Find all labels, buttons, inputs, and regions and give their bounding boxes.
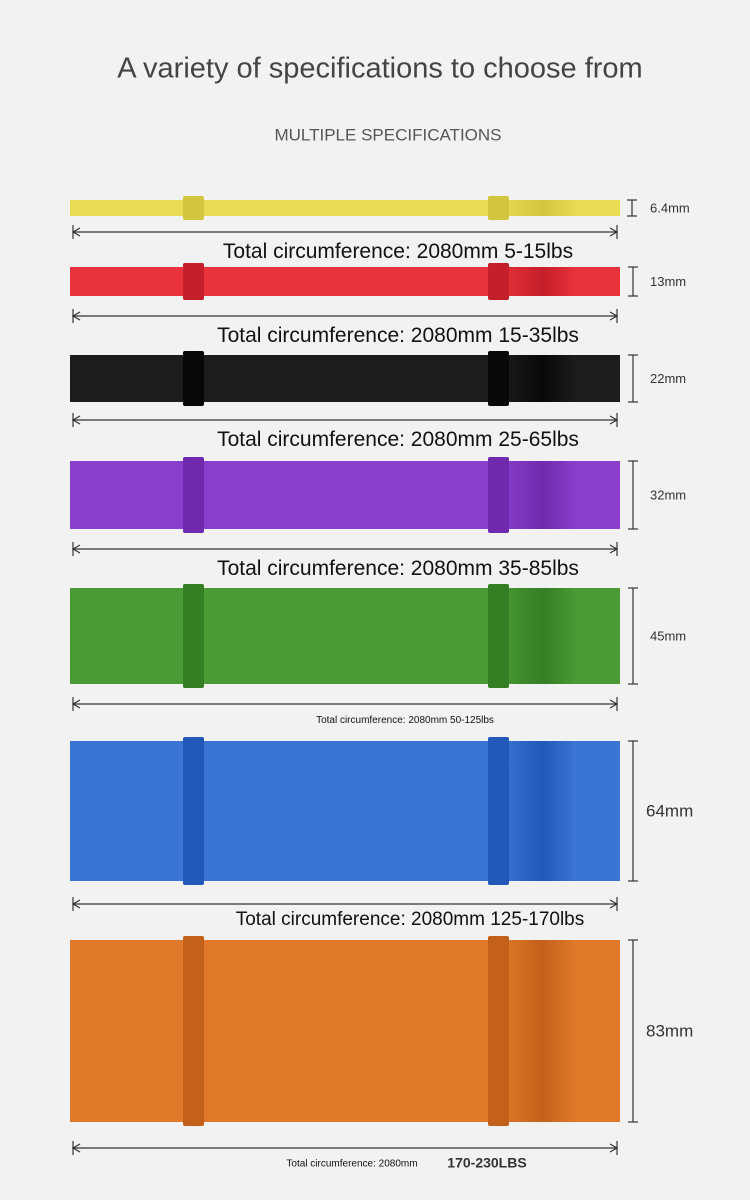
band — [70, 461, 620, 529]
band-clip — [183, 584, 204, 688]
circumference-line: Total circumference: 2080mm 125-170lbs — [236, 909, 585, 930]
band-width: 6.4mm — [650, 200, 690, 215]
title: A variety of specifications to choose fr… — [117, 53, 642, 85]
circumference: Total circumference: 2080mm — [236, 909, 485, 930]
load: 25-65lbs — [498, 428, 579, 451]
band-width: 45mm — [650, 628, 686, 643]
band-clip — [183, 457, 204, 533]
circumference-line: Total circumference: 2080mm 50-125lbs — [316, 715, 494, 726]
band-clip — [488, 936, 509, 1126]
band-clip — [488, 457, 509, 533]
band-clip — [183, 936, 204, 1126]
band — [70, 588, 620, 684]
band-clip — [183, 351, 204, 406]
band-clip — [488, 196, 509, 220]
circumference: Total circumference: 2080mm — [217, 324, 492, 347]
circumference-line: Total circumference: 2080mm 5-15lbs — [223, 240, 573, 263]
band-width: 22mm — [650, 371, 686, 386]
band — [70, 200, 620, 216]
band — [70, 741, 620, 881]
band-width: 83mm — [646, 1021, 693, 1040]
band-clip — [488, 584, 509, 688]
load: 15-35lbs — [498, 324, 579, 347]
circumference-line: Total circumference: 2080mm 35-85lbs — [217, 557, 579, 580]
band-clip — [183, 737, 204, 885]
circumference: Total circumference: 2080mm — [286, 1159, 417, 1170]
band-width: 64mm — [646, 801, 693, 820]
load: 170-230LBS — [447, 1155, 526, 1171]
band — [70, 267, 620, 296]
load: 50-125lbs — [450, 715, 494, 726]
band-clip — [488, 737, 509, 885]
load: 125-170lbs — [490, 909, 584, 930]
band-width: 13mm — [650, 274, 686, 289]
load: 5-15lbs — [504, 240, 573, 263]
band-clip — [488, 351, 509, 406]
band-clip — [488, 263, 509, 300]
circumference-line: Total circumference: 2080mm 15-35lbs — [217, 324, 579, 347]
circumference: Total circumference: 2080mm — [217, 428, 492, 451]
circumference: Total circumference: 2080mm — [316, 715, 447, 726]
band — [70, 940, 620, 1122]
circumference-line: Total circumference: 2080mm 25-65lbs — [217, 428, 579, 451]
band — [70, 355, 620, 402]
band-width: 32mm — [650, 487, 686, 502]
circumference: Total circumference: 2080mm — [217, 557, 492, 580]
band-clip — [183, 263, 204, 300]
circumference: Total circumference: 2080mm — [223, 240, 498, 263]
subtitle: MULTIPLE SPECIFICATIONS — [274, 125, 501, 144]
load: 35-85lbs — [498, 557, 579, 580]
band-clip — [183, 196, 204, 220]
